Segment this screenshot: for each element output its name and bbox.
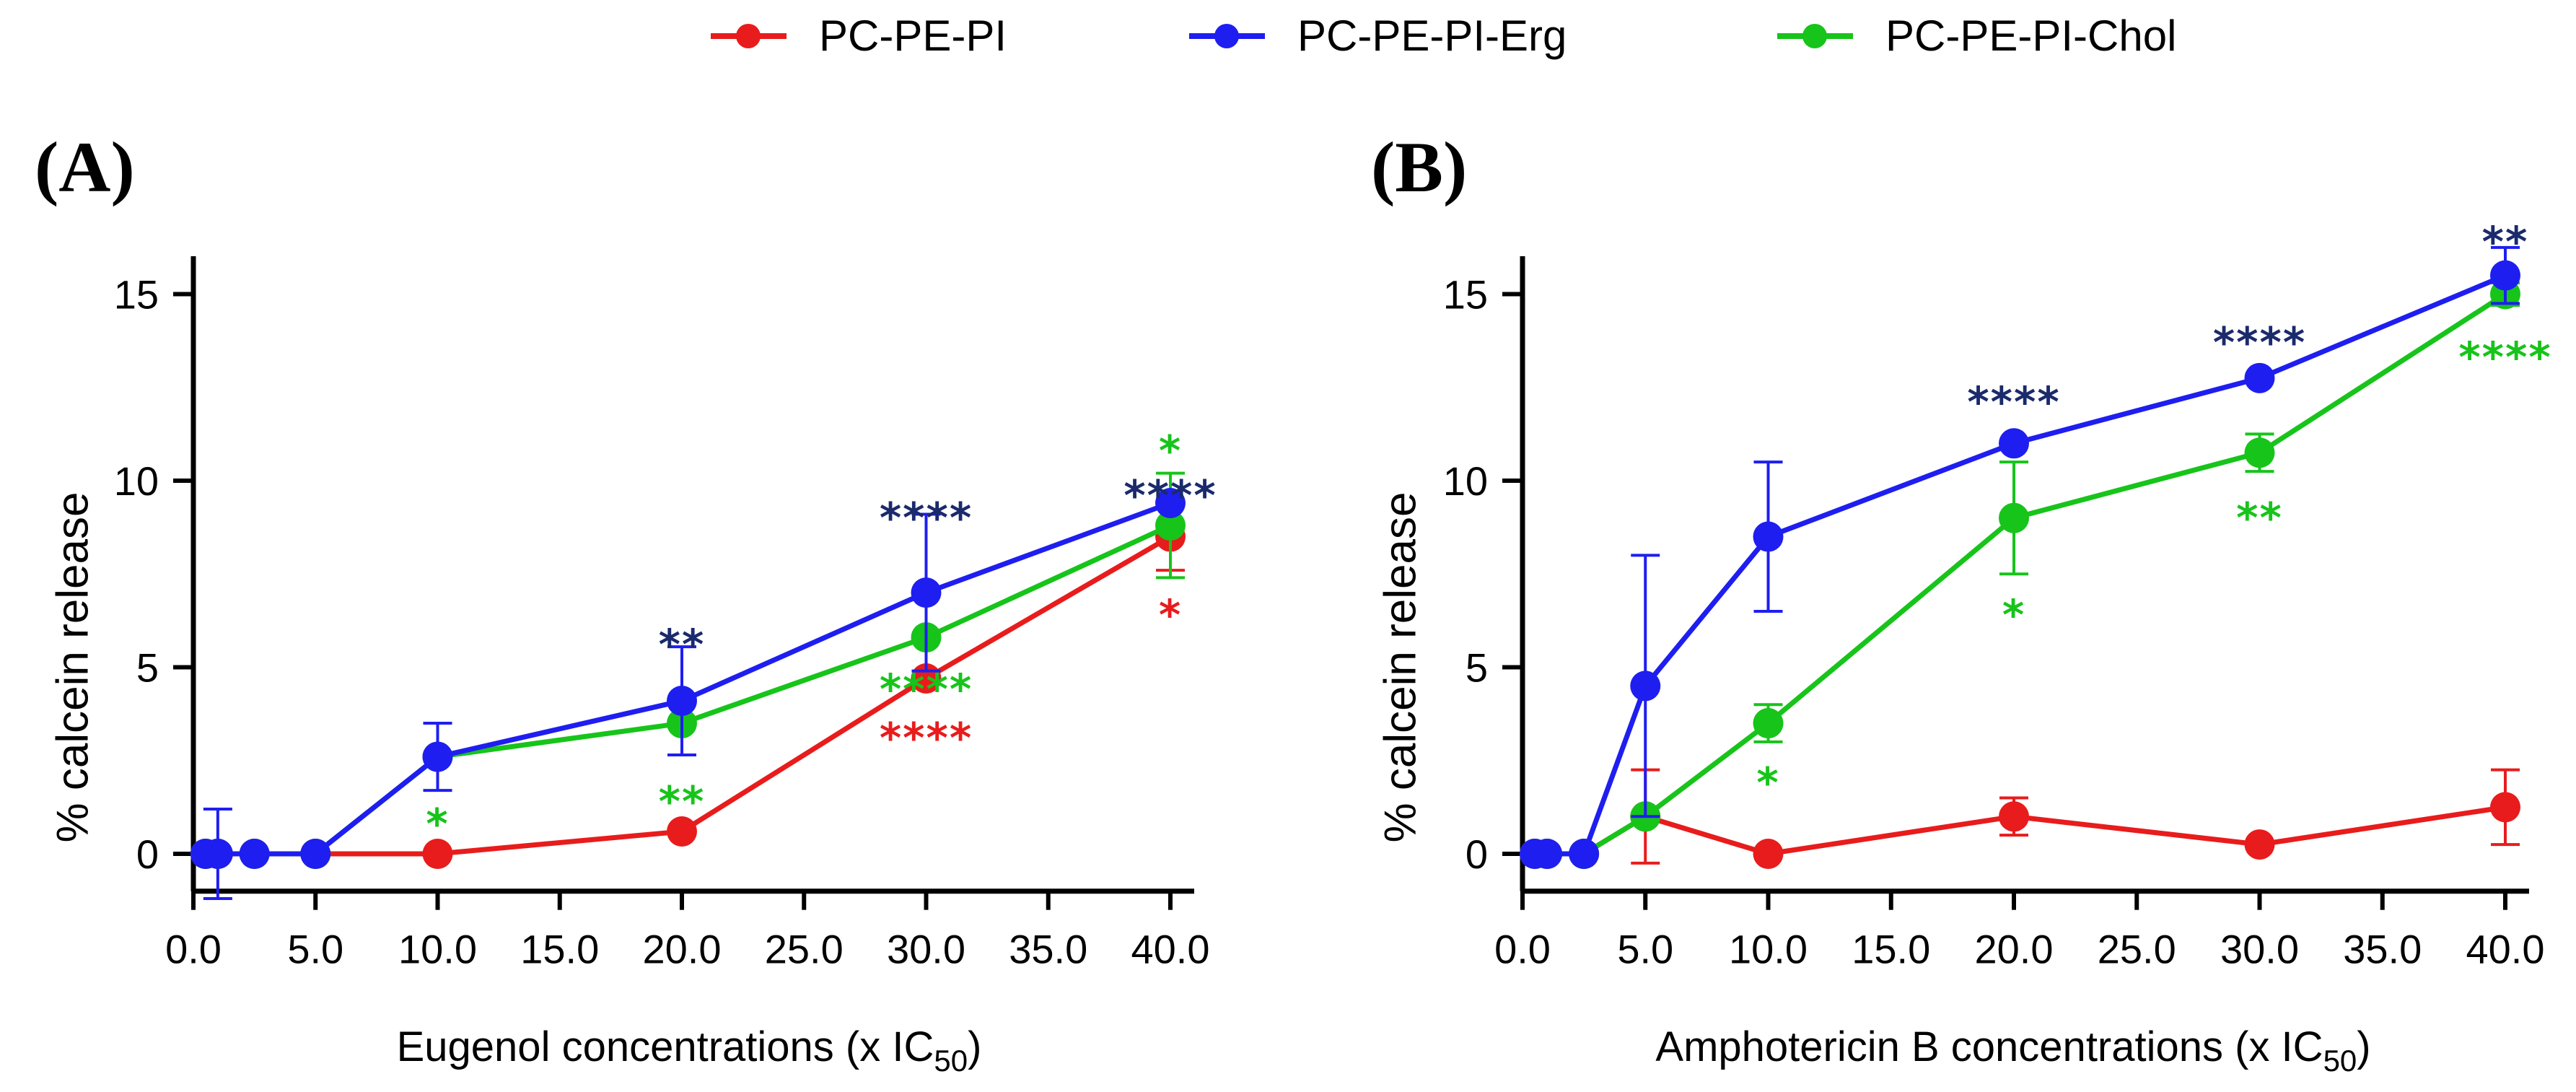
significance-marker: **** <box>880 713 973 762</box>
x-tick-label: 25.0 <box>765 927 844 972</box>
data-point <box>1630 671 1661 702</box>
x-tick-label: 40.0 <box>1131 927 1210 972</box>
x-tick-label: 40.0 <box>2466 927 2545 972</box>
data-point <box>1155 510 1186 541</box>
significance-marker: **** <box>880 493 973 542</box>
x-axis-label: Amphotericin B concentrations (x IC50) <box>1655 1023 2370 1078</box>
y-tick-label: 0 <box>1466 831 1488 877</box>
panel-b: (B) 0 5 10 15 0.0 5.0 10.0 15.0 20.0 25.0 30.0 35.0 4… <box>1371 127 2551 1078</box>
x-tick-label: 0.0 <box>1494 927 1551 972</box>
data-point <box>1155 488 1186 519</box>
data-point <box>2244 437 2275 468</box>
x-axis-label-subscript: 50 <box>2323 1044 2357 1078</box>
panel-label: (A) <box>35 127 135 207</box>
series-line <box>1535 273 2507 857</box>
significance-marker: * <box>426 799 449 848</box>
x-axis-label: Eugenol concentrations (x IC50) <box>397 1023 982 1078</box>
y-tick-label: 5 <box>136 645 159 691</box>
x-tick-label: 15.0 <box>1852 927 1930 972</box>
x-tick-label: 0.0 <box>165 927 222 972</box>
x-tick-label: 30.0 <box>2220 927 2299 972</box>
x-axis-label-main: Amphotericin B concentrations (x IC <box>1655 1023 2323 1070</box>
significance-marker: * <box>1159 426 1182 475</box>
x-axis-label-end: ) <box>2357 1023 2370 1070</box>
y-tick-label: 5 <box>1466 645 1488 691</box>
significance-marker: ** <box>2482 217 2529 266</box>
significance-marker: ** <box>659 620 706 669</box>
legend-marker-pc-pe-pi-erg <box>1214 24 1239 48</box>
x-axis-label-end: ) <box>968 1023 981 1070</box>
y-tick-label: 15 <box>1443 272 1488 318</box>
x-tick-label: 15.0 <box>520 927 599 972</box>
data-point <box>239 839 270 869</box>
x-tick-label: 35.0 <box>1009 927 1087 972</box>
data-point <box>2490 260 2520 291</box>
data-point <box>422 839 453 869</box>
x-tick-label: 30.0 <box>887 927 965 972</box>
data-point <box>667 816 697 847</box>
y-tick-label: 10 <box>1443 458 1488 504</box>
legend: PC-PE-PI PC-PE-PI-Erg PC-PE-PI-Chol <box>711 12 2176 60</box>
data-point <box>1753 521 1784 552</box>
legend-marker-pc-pe-pi <box>736 24 761 48</box>
legend-label-pc-pe-pi: PC-PE-PI <box>819 12 1007 60</box>
data-point <box>667 686 697 717</box>
series-pc-pe-pi <box>1520 768 2520 869</box>
data-point <box>1753 839 1784 869</box>
data-point <box>1999 428 2029 459</box>
data-point <box>1999 502 2029 533</box>
data-point <box>202 839 233 869</box>
significance-marker: ** <box>659 777 706 826</box>
x-tick-label: 5.0 <box>287 927 343 972</box>
data-point <box>1569 839 1600 869</box>
y-axis-label: % calcein release <box>48 492 97 843</box>
significance-marker: * <box>1159 590 1182 639</box>
panel-label: (B) <box>1371 127 1467 207</box>
significance-marker: ** <box>2236 493 2283 542</box>
significance-marker: **** <box>880 665 973 714</box>
significance-marker: **** <box>2458 333 2551 382</box>
series-pc-pe-pi-chol <box>1520 279 2520 869</box>
y-tick-label: 15 <box>114 272 159 318</box>
significance-marker: * <box>1756 758 1779 807</box>
x-axis-label-subscript: 50 <box>934 1044 968 1078</box>
x-tick-label: 10.0 <box>398 927 477 972</box>
x-tick-label: 20.0 <box>643 927 722 972</box>
x-axis-label-main: Eugenol concentrations (x IC <box>397 1023 934 1070</box>
significance-marker: **** <box>1123 471 1217 520</box>
legend-label-pc-pe-pi-erg: PC-PE-PI-Erg <box>1297 12 1567 60</box>
x-tick-label: 35.0 <box>2343 927 2422 972</box>
y-tick-label: 10 <box>114 458 159 504</box>
panel-a: (A) 0 5 10 15 0.0 5.0 10.0 15.0 20.0 25.0 30.0 35.0 4… <box>35 127 1217 1078</box>
data-point <box>1753 708 1784 739</box>
data-point <box>1532 839 1563 869</box>
significance-marker: **** <box>2213 318 2306 367</box>
data-point <box>911 577 942 608</box>
data-point <box>1999 801 2029 832</box>
x-tick-label: 10.0 <box>1729 927 1808 972</box>
data-point <box>422 741 453 772</box>
y-axis-label: % calcein release <box>1375 492 1425 843</box>
x-tick-label: 20.0 <box>1975 927 2054 972</box>
legend-label-pc-pe-pi-chol: PC-PE-PI-Chol <box>1885 12 2176 60</box>
data-point <box>2244 829 2275 860</box>
data-point <box>2244 362 2275 393</box>
series-pc-pe-pi-erg <box>1520 245 2520 869</box>
data-point <box>300 839 331 869</box>
x-tick-label: 25.0 <box>2098 927 2176 972</box>
y-tick-label: 0 <box>136 831 159 877</box>
significance-marker: * <box>2002 590 2025 639</box>
significance-marker: **** <box>1967 377 2060 427</box>
series-pc-pe-pi-erg <box>190 488 1186 901</box>
x-tick-label: 5.0 <box>1617 927 1673 972</box>
legend-marker-pc-pe-pi-chol <box>1802 24 1827 48</box>
data-point <box>2490 792 2520 823</box>
